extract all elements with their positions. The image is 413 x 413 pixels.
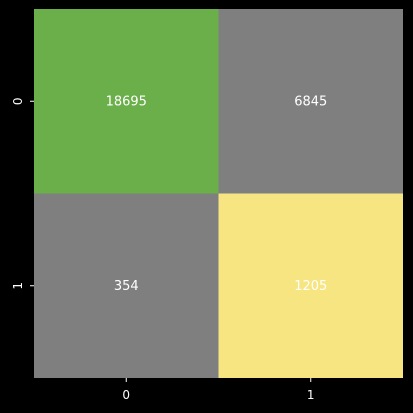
cell-value-label-0-1: 6845 [294, 94, 327, 109]
heatmap-cell-0-0 [34, 9, 219, 194]
cell-value-label-0-0: 18695 [106, 94, 147, 109]
heatmap-cell-1-1 [218, 193, 403, 378]
x-tick-label-1: 1 [307, 388, 315, 402]
y-tick-label-1: 1 [11, 282, 25, 290]
cell-value-label-1-1: 1205 [294, 279, 327, 294]
y-tick-label-0: 0 [11, 97, 25, 105]
heatmap-cell-0-1 [218, 9, 403, 194]
heatmap-cell-1-0 [34, 193, 219, 378]
cell-value-label-1-0: 354 [114, 279, 139, 294]
x-tick-label-0: 0 [122, 388, 130, 402]
